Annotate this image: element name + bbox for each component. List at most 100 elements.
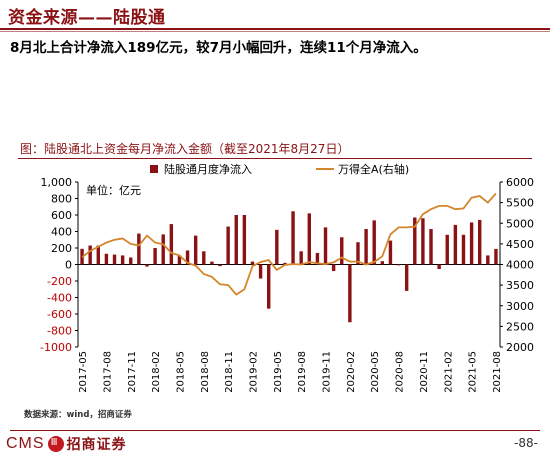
- bar: [323, 227, 328, 265]
- bar: [145, 264, 149, 267]
- bar: [291, 211, 295, 265]
- x-tick-label: 2017-11: [127, 351, 138, 393]
- bar: [120, 255, 125, 265]
- left-tick-label: 800: [51, 193, 72, 206]
- page-number: -88-: [514, 436, 538, 450]
- x-tick-label: 2021-02: [443, 351, 454, 393]
- x-tick-label: 2017-08: [102, 351, 113, 393]
- bar: [429, 229, 433, 265]
- logo-mark-icon: [47, 436, 64, 452]
- right-tick-label: 4000: [506, 259, 534, 272]
- bar: [388, 240, 393, 265]
- bar: [210, 261, 214, 265]
- bar: [478, 219, 482, 265]
- bar: [340, 237, 344, 265]
- right-tick-label: 2000: [506, 341, 534, 354]
- x-tick-label: 2018-11: [224, 351, 235, 393]
- bar: [169, 224, 174, 265]
- left-tick-label: -1000: [40, 341, 72, 354]
- source-note: 数据来源：wind，招商证券: [24, 410, 132, 420]
- bar: [437, 264, 441, 270]
- x-tick-label: 2020-08: [395, 351, 406, 393]
- bar: [226, 226, 230, 265]
- x-tick-label: 2020-02: [346, 351, 357, 393]
- x-tick-label: 2018-05: [175, 351, 186, 393]
- left-tick-label: 0: [65, 259, 72, 272]
- x-tick-label: 2020-11: [419, 351, 430, 393]
- bar: [364, 229, 368, 265]
- bar: [218, 264, 222, 267]
- bar: [283, 262, 287, 265]
- bar: [461, 234, 466, 265]
- x-tick-label: 2019-05: [273, 351, 284, 393]
- brand-logo: CMS 招商证券: [6, 434, 127, 454]
- x-tick-label: 2018-08: [200, 351, 211, 393]
- left-tick-label: 200: [51, 242, 72, 255]
- bar: [88, 245, 92, 265]
- bar: [267, 264, 271, 309]
- header-divider-thin: [0, 31, 550, 32]
- bar: [193, 235, 198, 265]
- left-tick-label: 400: [51, 226, 72, 239]
- bar: [445, 234, 449, 265]
- bar: [404, 264, 409, 291]
- right-tick-label: 6000: [506, 176, 534, 189]
- right-tick-label: 5500: [506, 197, 534, 210]
- x-tick-label: 2018-02: [151, 351, 162, 393]
- page-title: 资金来源——陆股通: [8, 8, 166, 28]
- bar: [250, 261, 255, 265]
- left-tick-label: -600: [47, 308, 72, 321]
- bar: [153, 248, 157, 265]
- bar: [275, 229, 279, 265]
- bar: [356, 242, 360, 265]
- bar: [177, 255, 182, 265]
- bar: [161, 234, 165, 265]
- legend-bar-swatch: [150, 165, 158, 173]
- bar: [104, 253, 109, 265]
- bar: [421, 218, 425, 265]
- line-series: [81, 192, 497, 296]
- left-tick-label: -800: [47, 325, 72, 338]
- summary-text: 8月北上合计净流入189亿元，较7月小幅回升，连续11个月净流入。: [10, 40, 427, 56]
- bar: [112, 254, 117, 265]
- chart-title-divider: [18, 158, 532, 159]
- bar: [331, 264, 336, 272]
- bar: [185, 250, 190, 265]
- unit-label: 单位：亿元: [86, 183, 141, 197]
- header-divider: [0, 28, 550, 30]
- bar: [486, 255, 490, 265]
- bar: [129, 257, 133, 265]
- legend-line-label: 万得全A(右轴): [338, 162, 409, 176]
- bar: [234, 215, 238, 265]
- right-tick-label: 4500: [506, 238, 534, 251]
- bar: [137, 233, 141, 265]
- bar: [453, 224, 458, 265]
- footer-divider: [10, 430, 540, 431]
- x-tick-label: 2019-02: [248, 351, 259, 393]
- right-tick-label: 2500: [506, 320, 534, 333]
- left-tick-label: 1,000: [41, 176, 73, 189]
- x-tick-label: 2020-05: [370, 351, 381, 393]
- legend-bar-label: 陆股通月度净流入: [164, 162, 252, 176]
- bar: [372, 220, 376, 265]
- bar: [469, 222, 474, 265]
- bar: [202, 251, 206, 265]
- bar: [307, 213, 311, 265]
- bar: [258, 264, 263, 279]
- bar: [242, 215, 247, 265]
- bar: [413, 217, 417, 265]
- bar: [299, 251, 303, 265]
- right-tick-label: 5000: [506, 217, 534, 230]
- logo-chinese-text: 招商证券: [66, 437, 127, 453]
- left-tick-label: -200: [47, 275, 72, 288]
- right-tick-label: 3000: [506, 300, 534, 313]
- x-tick-label: 2019-11: [322, 351, 333, 393]
- logo-latin-text: CMS: [6, 435, 45, 452]
- left-tick-label: -400: [47, 292, 72, 305]
- x-tick-label: 2019-08: [297, 351, 308, 393]
- bar: [396, 264, 401, 266]
- bar: [380, 261, 385, 265]
- right-tick-label: 3500: [506, 279, 534, 292]
- bar: [315, 252, 320, 265]
